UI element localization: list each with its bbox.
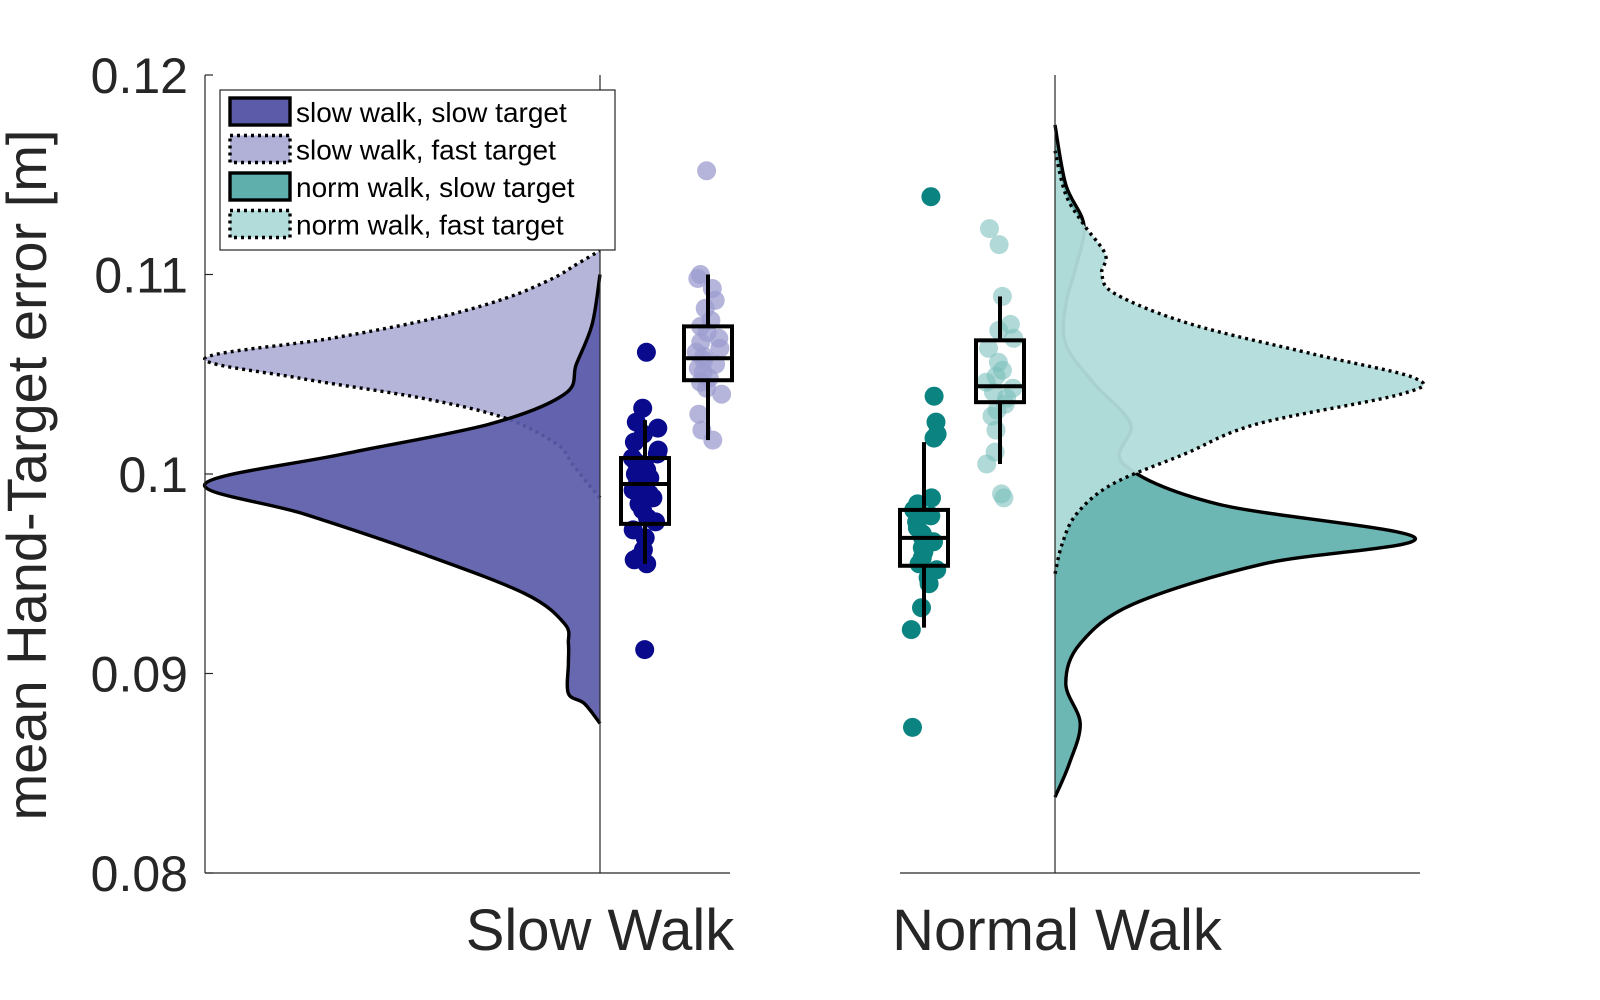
box-iqr: [682, 324, 734, 383]
data-point: [926, 412, 946, 432]
density-fill-slow-walk-slow-target: [204, 274, 600, 724]
legend-swatch-norm-walk-slow-target: [228, 171, 292, 202]
data-point: [989, 235, 1009, 255]
data-point: [979, 338, 998, 358]
data-point: [635, 640, 655, 660]
legend-label-slow-walk-slow-target: slow walk, slow target: [296, 97, 567, 128]
data-point: [992, 286, 1012, 306]
data-point: [992, 484, 1011, 504]
data-point: [922, 488, 941, 508]
data-point: [648, 418, 668, 438]
data-point: [912, 598, 931, 618]
boxplot-slow-walk-fast-target: [682, 274, 734, 441]
legend-label-norm-walk-fast-target: norm walk, fast target: [296, 210, 564, 241]
data-point: [988, 352, 1008, 372]
label-layer: mean Hand-Target error [m] Slow Walk Norm…: [0, 130, 1223, 963]
legend: slow walk, slow target slow walk, fast ta…: [219, 89, 616, 251]
data-point: [903, 717, 922, 737]
box-iqr: [974, 338, 1026, 405]
boxplot-norm-walk-fast-target: [974, 296, 1026, 465]
y-tick-label: 0.09: [91, 647, 188, 703]
density-layer: [203, 124, 1426, 798]
data-point: [1000, 314, 1020, 334]
density-outline-norm-walk-fast-target: [1053, 150, 1426, 575]
data-point: [980, 219, 999, 239]
legend-swatch-slow-walk-slow-target: [228, 96, 292, 127]
data-point: [712, 384, 732, 404]
y-tick-label: 0.11: [94, 248, 188, 304]
group-label-slow-walk: Slow Walk: [466, 898, 736, 963]
y-tick-label: 0.08: [91, 846, 188, 902]
data-point: [697, 161, 717, 181]
density-outline-slow-walk-slow-target: [203, 274, 602, 725]
data-point: [689, 404, 709, 424]
legend-label-norm-walk-slow-target: norm walk, slow target: [296, 172, 575, 203]
y-tick-label: 0.12: [91, 48, 188, 104]
data-point: [636, 342, 656, 362]
data-point: [690, 265, 710, 284]
data-point: [921, 187, 941, 207]
group-label-normal-walk: Normal Walk: [892, 898, 1223, 963]
legend-label-slow-walk-fast-target: slow walk, fast target: [296, 135, 556, 166]
data-point: [648, 440, 668, 460]
box-iqr: [619, 456, 671, 526]
data-point: [924, 386, 944, 406]
axes-layer: 0.08 0.09 0.1 0.11 0.12: [91, 48, 1420, 902]
data-point: [633, 398, 653, 418]
boxplot-slow-walk-slow-target: [619, 420, 671, 564]
y-axis-label: mean Hand-Target error [m]: [0, 130, 58, 821]
density-fill-slow-walk-fast-target: [204, 250, 600, 498]
legend-swatch-norm-walk-fast-target: [228, 208, 292, 240]
legend-swatch-slow-walk-fast-target: [228, 133, 292, 165]
boxplot-norm-walk-slow-target: [898, 442, 950, 628]
points-layer: [622, 161, 1024, 737]
data-point: [901, 620, 921, 640]
y-tick-label: 0.1: [118, 447, 188, 503]
boxplot-layer: [619, 274, 1026, 628]
